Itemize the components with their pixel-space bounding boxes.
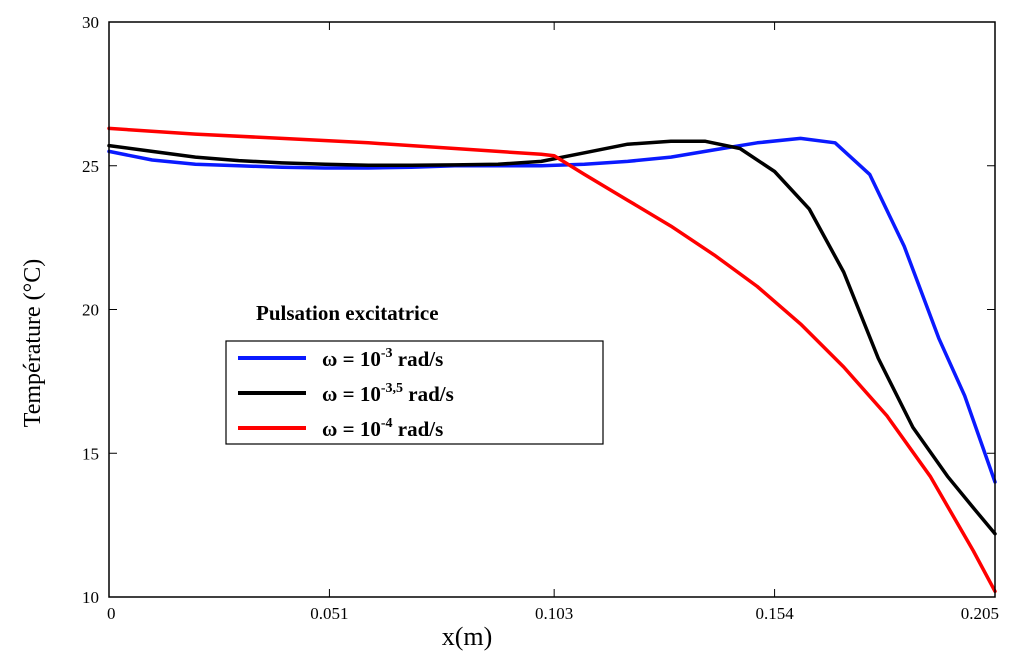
y-tick-label: 10 <box>82 588 99 607</box>
x-tick-label: 0 <box>107 604 116 623</box>
y-tick-label: 30 <box>82 13 99 32</box>
legend-entry-2: ω = 10-3,5 rad/s <box>322 381 454 406</box>
plot-frame <box>108 21 996 598</box>
series-line-3 <box>107 126 997 594</box>
legend-title: Pulsation excitatrice <box>256 301 439 325</box>
x-tick-label: 0.154 <box>755 604 794 623</box>
legend: Pulsation excitatrice ω = 10-3 rad/s ω =… <box>225 301 604 445</box>
x-tick-label: 0.103 <box>535 604 573 623</box>
y-tick-label: 20 <box>82 301 99 320</box>
x-tick-label: 0.205 <box>961 604 999 623</box>
y-axis-label: Température (°C) <box>20 259 46 428</box>
legend-entry-3: ω = 10-4 rad/s <box>322 416 443 441</box>
ticks-layer: 0 0.051 0.103 0.154 0.205 10 15 20 25 30 <box>82 13 999 623</box>
series-layer <box>107 126 997 594</box>
y-tick-label: 15 <box>82 444 99 463</box>
legend-entry-1: ω = 10-3 rad/s <box>322 346 443 371</box>
y-tick-label: 25 <box>82 157 99 176</box>
series-line-1 <box>107 136 997 484</box>
x-tick-label: 0.051 <box>310 604 348 623</box>
series-line-2 <box>107 139 997 536</box>
x-axis-label: x(m) <box>442 622 493 651</box>
